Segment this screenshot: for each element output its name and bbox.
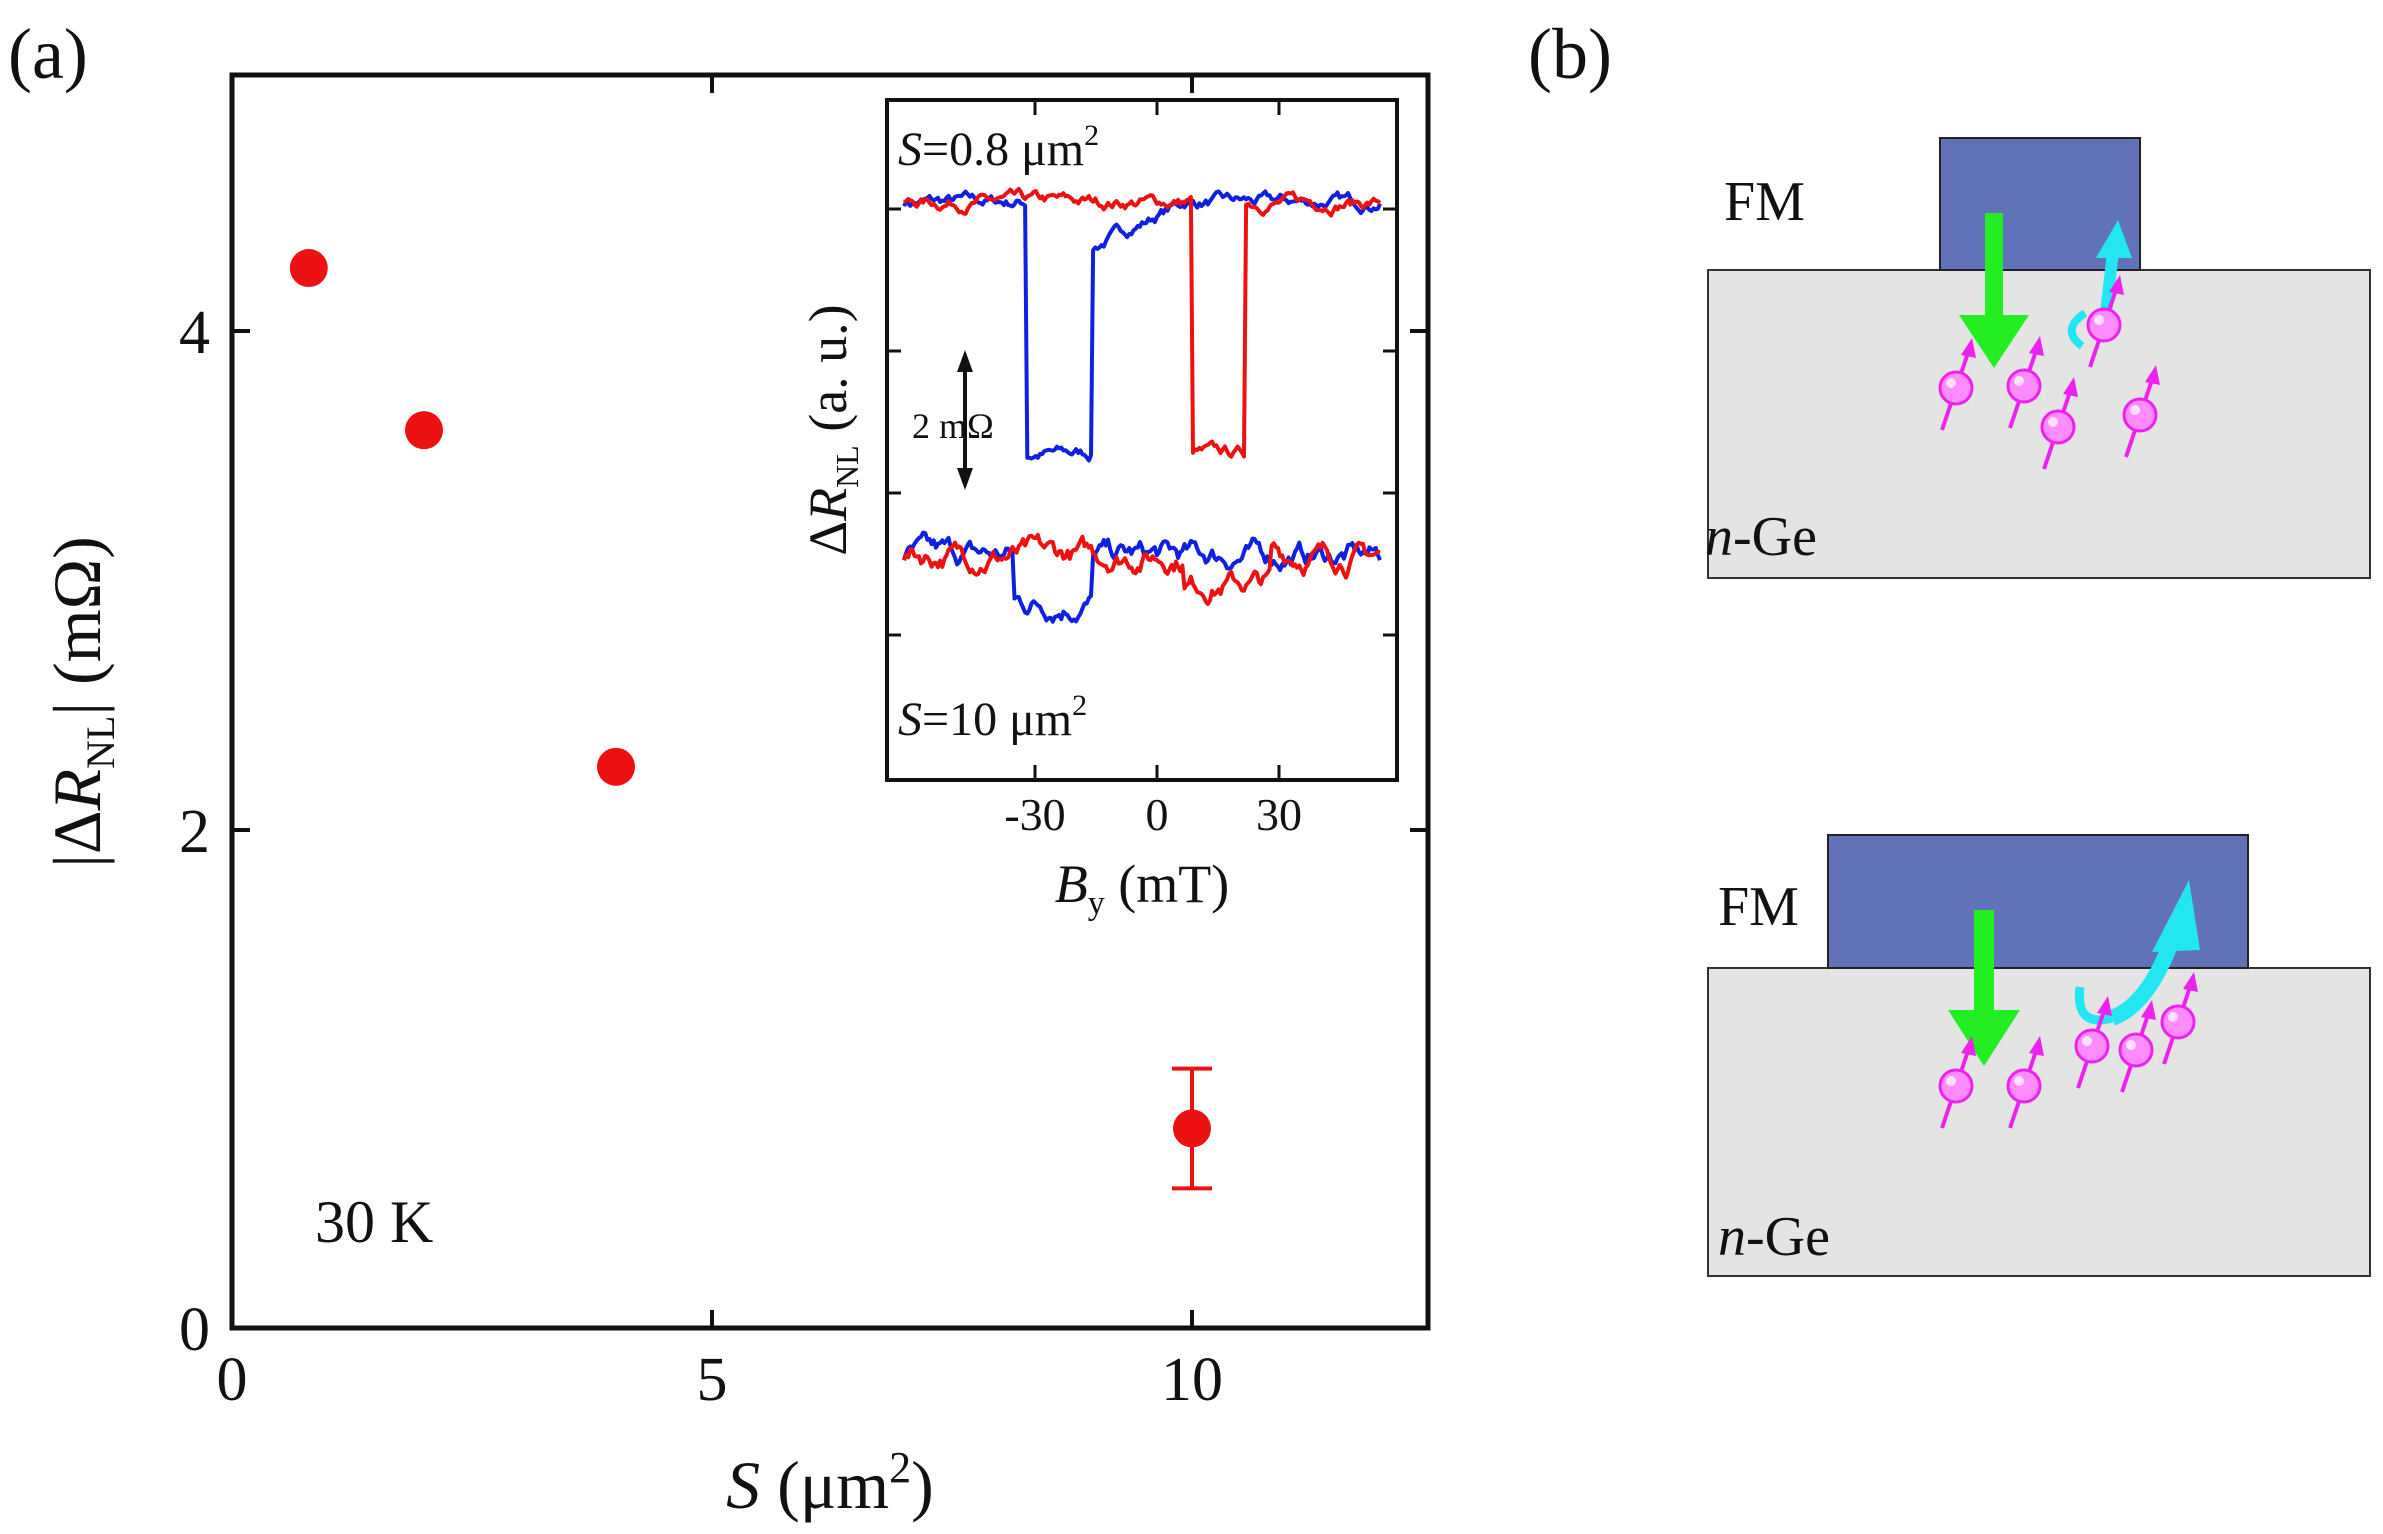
spin-electron: [2118, 1000, 2156, 1093]
inset-curve-blue: [902, 530, 1382, 624]
main-x-ticks: [230, 75, 1194, 1328]
fm-label: FM: [1724, 171, 1805, 233]
scale-bar-label: 2 mΩ: [912, 406, 994, 446]
y-tick-label: 4: [179, 299, 210, 367]
inset-ticks: [887, 100, 1397, 780]
substrate-block: [1707, 269, 2371, 579]
spin-electron: [2122, 365, 2160, 458]
panel-b-label: (b): [1528, 14, 1612, 94]
spin-electron: [2160, 972, 2198, 1065]
y-tick-label: 0: [179, 1296, 210, 1364]
spin-electron: [2074, 996, 2112, 1089]
data-points: [289, 249, 1212, 1191]
inset-bottom-label: S=10 μm2: [898, 689, 1087, 746]
main-y-ticks: [232, 329, 1428, 1330]
temperature-label: 30 K: [315, 1189, 433, 1255]
inset-x-tick-label: 30: [1256, 789, 1302, 840]
x-tick-label: 10: [1161, 1346, 1223, 1414]
spin-electrons: [1938, 972, 2198, 1129]
data-point: [289, 249, 328, 288]
inset-x-tick-label: -30: [1004, 789, 1065, 840]
spin-electron: [2086, 275, 2124, 368]
spin-backflow-arrow: [2074, 880, 2200, 1026]
inset-frame: [885, 98, 1399, 782]
x-tick-label: 0: [217, 1346, 248, 1414]
fm-label: FM: [1718, 876, 1799, 938]
spin-electron: [1938, 338, 1976, 431]
y-tick-label: 2: [179, 798, 210, 866]
data-point: [405, 411, 443, 450]
y-axis-label: |ΔRNL| (mΩ): [39, 536, 123, 868]
spin-electron: [2006, 1036, 2044, 1129]
diagram-top: FM n-Ge: [1705, 137, 2371, 579]
spin-injection-arrow: [1959, 213, 2029, 368]
x-axis-label: S (μm2): [726, 1443, 934, 1523]
panel-a-label: (a): [8, 14, 88, 94]
inset-x-tick-label: 0: [1146, 789, 1169, 840]
main-plot-frame: [229, 72, 1431, 1331]
inset-curve-red: [902, 532, 1381, 606]
data-point: [1173, 1109, 1211, 1148]
inset-curves: [902, 186, 1382, 624]
inset-y-axis-label: ΔRNL (a. u.): [798, 304, 865, 555]
diagram-bottom: FM n-Ge: [1707, 834, 2371, 1277]
scale-bar-arrow: [957, 350, 973, 490]
inset-curve-red: [902, 186, 1382, 459]
data-point: [597, 747, 635, 786]
spin-electron: [1938, 1036, 1976, 1129]
inset-top-label: S=0.8 μm2: [898, 119, 1099, 176]
inset-x-axis-label: By (mT): [1055, 854, 1229, 922]
spin-electrons: [1938, 275, 2160, 470]
substrate-label: n-Ge: [1718, 1206, 1830, 1268]
substrate-block: [1707, 967, 2371, 1277]
x-tick-label: 5: [697, 1346, 728, 1414]
spin-electron: [2006, 336, 2044, 429]
substrate-label: n-Ge: [1705, 506, 1817, 568]
spin-injection-arrow: [1948, 910, 2020, 1066]
spin-electron: [2040, 377, 2078, 470]
